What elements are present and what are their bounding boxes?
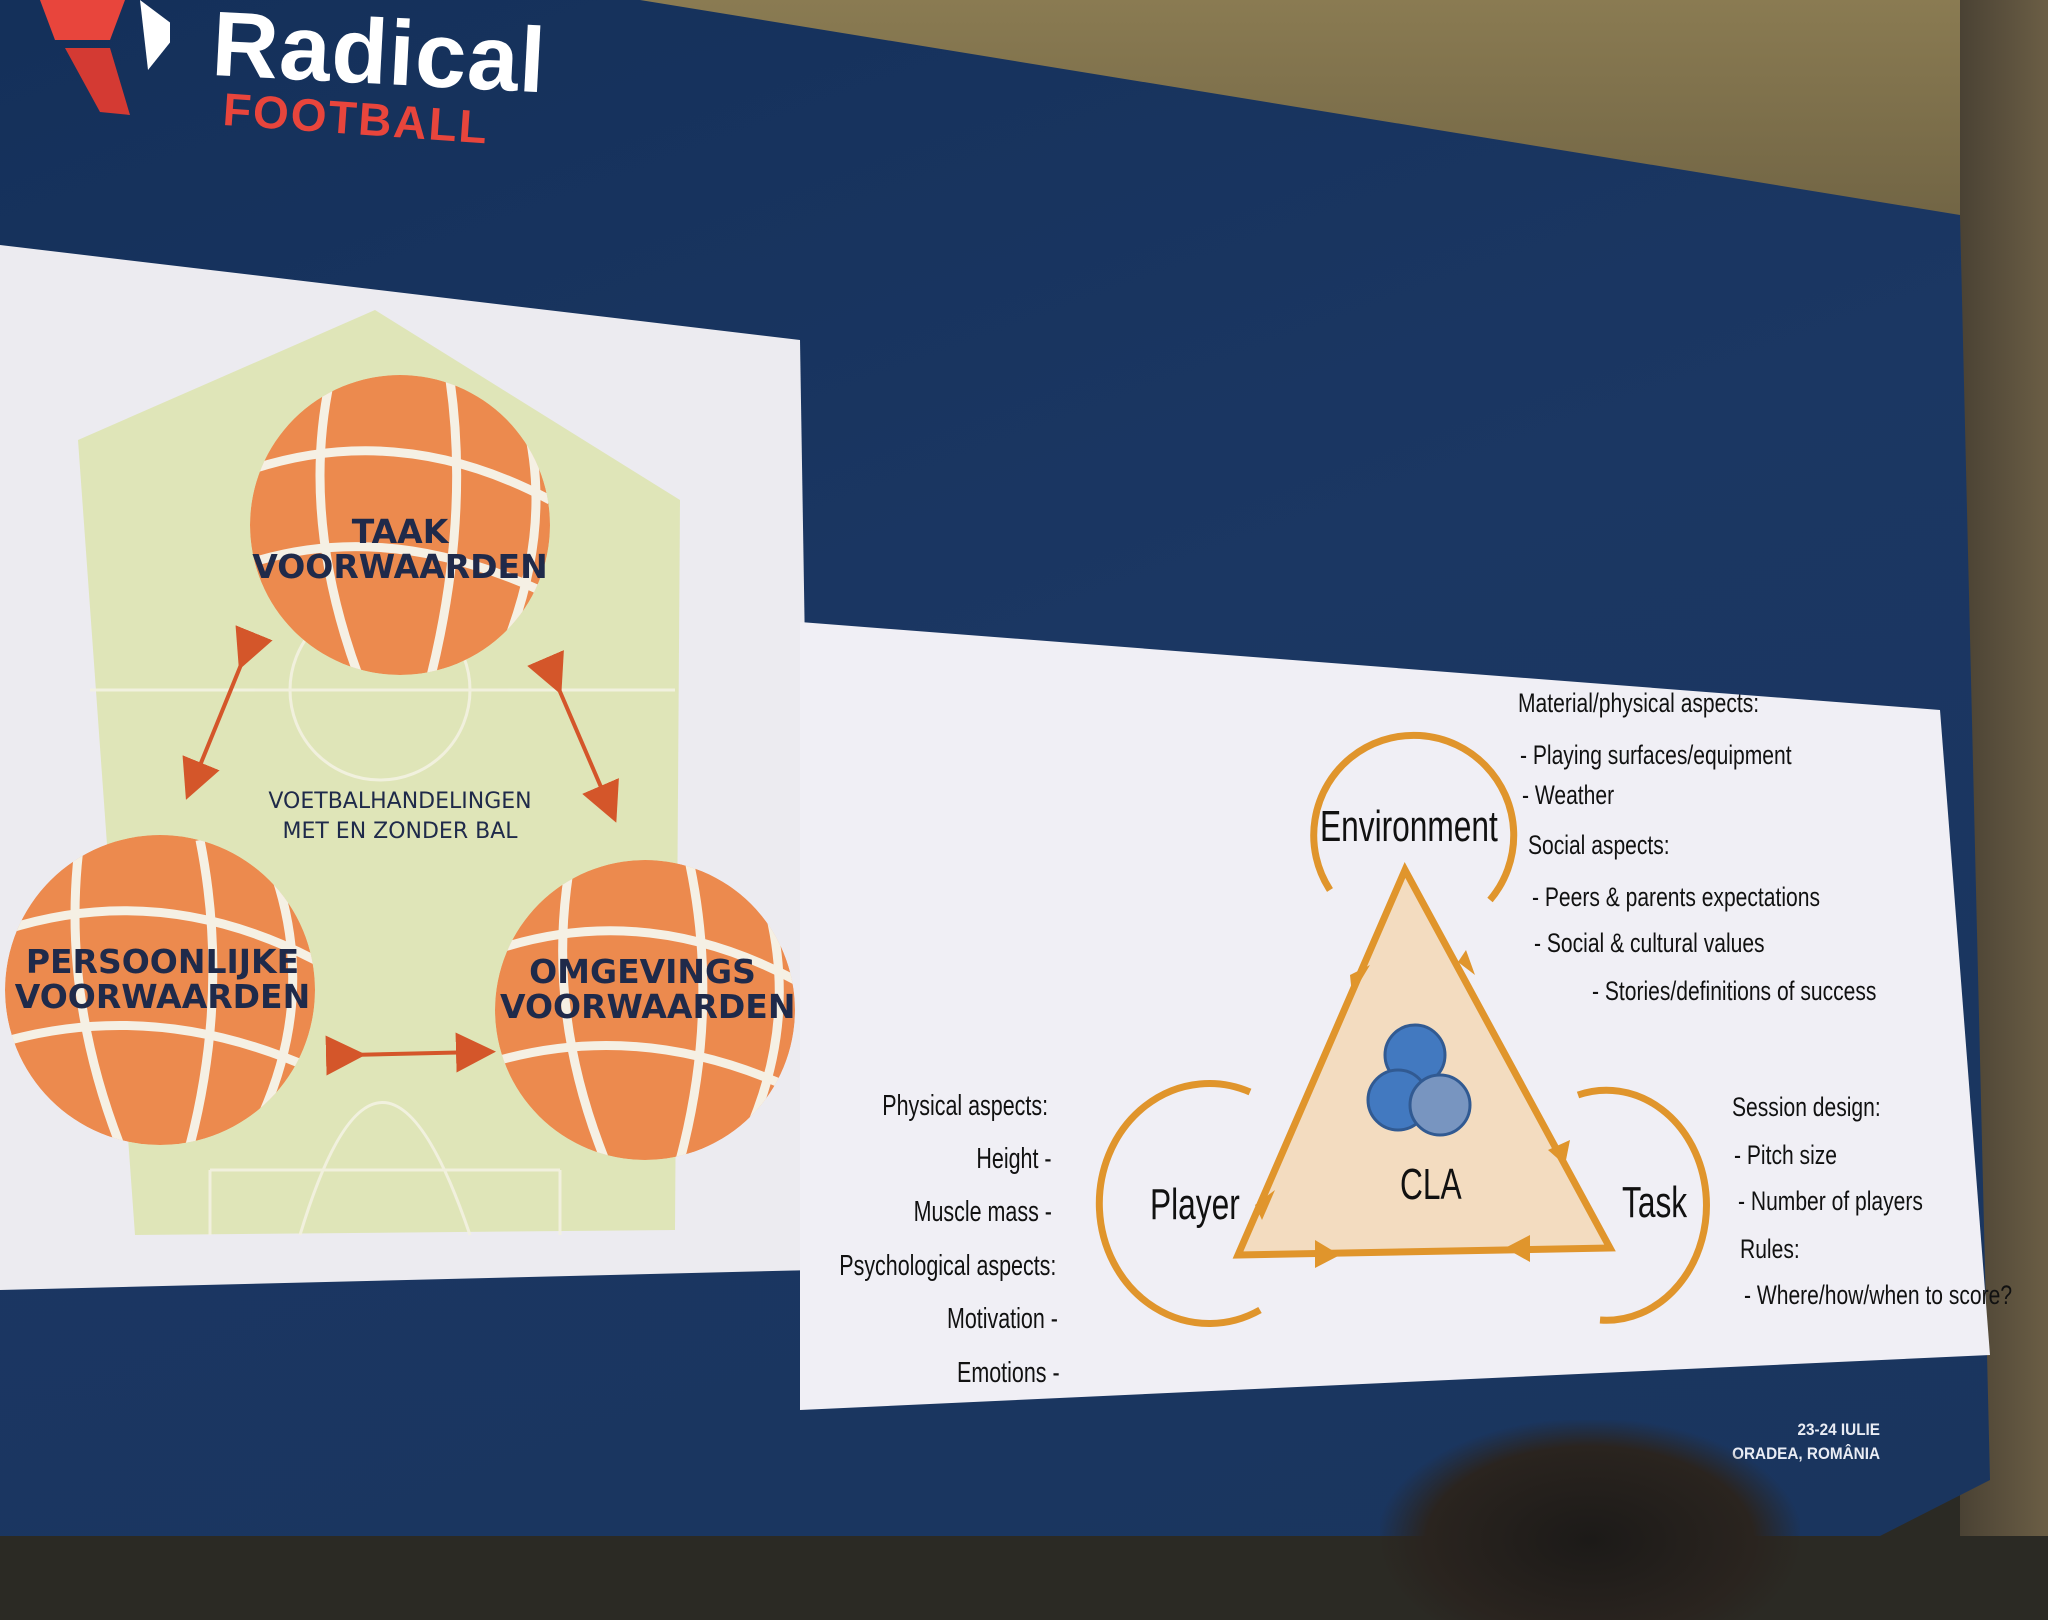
node-environment: Environment (1320, 802, 1498, 851)
arrow-taak-omgevings (527, 650, 619, 823)
player-list-item: Motivation - (947, 1303, 1058, 1335)
player-list-item: Physical aspects: (882, 1090, 1048, 1122)
environment-list-item: - Social & cultural values (1534, 928, 1765, 958)
player-list-item: Height - (976, 1143, 1052, 1175)
venn-icon (1366, 1023, 1472, 1137)
task-list-item: - Where/how/when to score? (1744, 1280, 2013, 1310)
environment-list-item: Material/physical aspects: (1518, 688, 1760, 718)
player-list-item: Emotions - (957, 1357, 1060, 1389)
node-player: Player (1150, 1180, 1240, 1229)
environment-list-item: - Peers & parents expectations (1532, 882, 1820, 912)
player-orbit (1095, 1079, 1262, 1327)
label-taak-voorwaarden: TAAK VOORWAARDEN (252, 512, 548, 586)
environment-list-item: - Weather (1522, 780, 1615, 810)
player-list-item: Muscle mass - (913, 1196, 1052, 1228)
task-list-item: - Pitch size (1734, 1140, 1837, 1170)
ball-persoonlijke (5, 835, 315, 1145)
center-caption-line-1: VOETBALHANDELINGEN (268, 789, 532, 814)
radical-football-logo: Radical FOOTBALL (20, 0, 549, 153)
ball-omgevings (495, 860, 795, 1160)
node-cla-center: CLA (1400, 1160, 1462, 1209)
arrow-persoonlijke-omgevings (325, 1032, 496, 1076)
radical-football-logo-icon (40, 0, 170, 115)
diagram-artwork (5, 310, 1710, 1327)
task-list-item: - Number of players (1738, 1186, 1923, 1216)
environment-orbit (1310, 731, 1518, 903)
center-caption-line-2: MET EN ZONDER BAL (282, 819, 518, 844)
environment-list-item: - Playing surfaces/equipment (1520, 740, 1792, 770)
environment-list-item: Social aspects: (1528, 830, 1670, 860)
task-orbit (1576, 1086, 1710, 1324)
ball-taak (250, 375, 550, 675)
audience-head (1380, 1420, 1800, 1620)
task-list-item: Session design: (1732, 1092, 1881, 1122)
environment-list-item: - Stories/definitions of success (1592, 976, 1877, 1006)
task-list-item: Rules: (1740, 1234, 1800, 1264)
node-task: Task (1622, 1178, 1688, 1227)
arrow-taak-persoonlijke (182, 625, 273, 800)
label-omgevings-voorwaarden: OMGEVINGS VOORWAARDEN (500, 952, 796, 1026)
event-dates: 23-24 IULIE (1797, 1420, 1880, 1439)
player-list-item: Psychological aspects: (838, 1250, 1056, 1282)
label-persoonlijke-voorwaarden: PERSOONLIJKE VOORWAARDEN (14, 942, 311, 1016)
